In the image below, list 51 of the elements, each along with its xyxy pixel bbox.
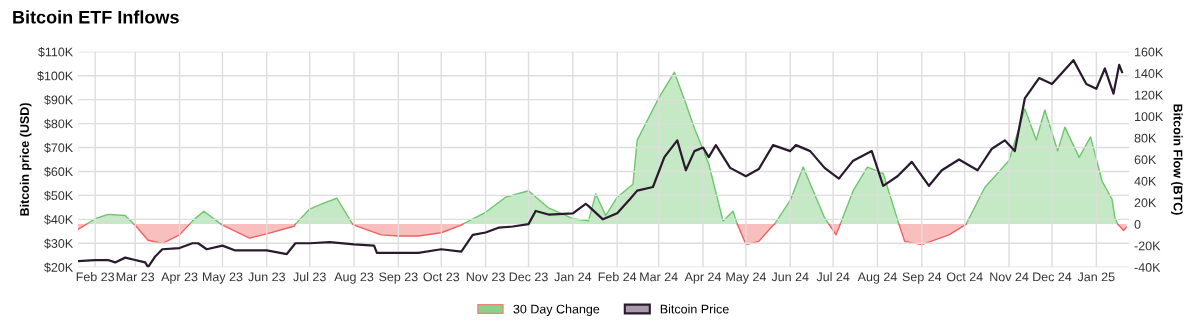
x-tick-label: May 23 — [202, 272, 243, 284]
y2-tick-label: 100K — [1135, 112, 1164, 122]
x-tick-label: Jun 23 — [248, 272, 285, 282]
y2-tick-label: 120K — [1135, 90, 1164, 100]
x-tick-label: Jan 24 — [554, 272, 592, 282]
y-tick-label: $110K — [38, 47, 73, 58]
x-tick-label: Aug 23 — [334, 272, 374, 284]
y2-tick-label: 20K — [1134, 198, 1157, 208]
x-tick-label: Nov 24 — [990, 272, 1029, 282]
y2-tick-label: -40K — [1134, 263, 1161, 272]
y2-tick-label: 60K — [1134, 155, 1157, 165]
x-tick-label: Mar 23 — [116, 272, 155, 282]
y2-tick-label: 140K — [1135, 69, 1164, 78]
y2-tick-label: 160K — [1135, 47, 1164, 57]
y-axis-title: Bitcoin price (USD) — [19, 103, 32, 216]
y-tick-label: $50K — [44, 190, 73, 201]
y2-tick-label: 80K — [1134, 133, 1157, 143]
legend-label: 30 Day Change — [513, 304, 600, 316]
x-tick-label: Feb 23 — [76, 272, 115, 282]
y-tick-label: $80K — [44, 118, 73, 129]
x-tick-label: Jul 23 — [293, 272, 326, 282]
y-tick-label: $100K — [37, 70, 73, 82]
x-tick-label: Feb 24 — [598, 272, 637, 282]
line-series — [78, 59, 1124, 268]
x-tick-label: Jan 25 — [1077, 272, 1115, 282]
y-tick-label: $40K — [44, 214, 73, 225]
y2-tick-label: 0 — [1134, 219, 1141, 229]
x-tick-label: Jul 24 — [816, 272, 850, 282]
x-tick-label: May 24 — [726, 272, 767, 284]
x-tick-label: Dec 23 — [509, 272, 548, 282]
x-tick-label: Aug 24 — [857, 272, 897, 284]
x-tick-label: Jun 24 — [771, 272, 809, 282]
x-tick-label: Dec 24 — [1033, 272, 1072, 282]
legend-label: Bitcoin Price — [660, 304, 729, 314]
x-tick-label: Oct 24 — [946, 272, 983, 282]
x-tick-label: Sep 24 — [902, 272, 942, 284]
y2-tick-label: 40K — [1134, 176, 1157, 186]
y-tick-label: $90K — [44, 94, 73, 106]
y-tick-label: $70K — [44, 142, 73, 153]
x-tick-label: Apr 24 — [684, 272, 722, 284]
x-tick-label: Nov 23 — [466, 272, 505, 282]
y-tick-label: $30K — [44, 238, 73, 249]
y-tick-label: $20K — [44, 262, 73, 273]
y-tick-label: $60K — [44, 166, 73, 177]
x-tick-label: Oct 23 — [423, 272, 460, 282]
x-tick-label: Mar 24 — [640, 272, 678, 282]
x-tick-label: Sep 23 — [379, 272, 418, 284]
x-tick-label: Apr 23 — [161, 272, 198, 284]
y2-tick-label: -20K — [1134, 241, 1161, 251]
chart-title: Bitcoin ETF Inflows — [13, 10, 179, 24]
y2-axis-title: Bitcoin Flow (BTC) — [1171, 104, 1183, 215]
